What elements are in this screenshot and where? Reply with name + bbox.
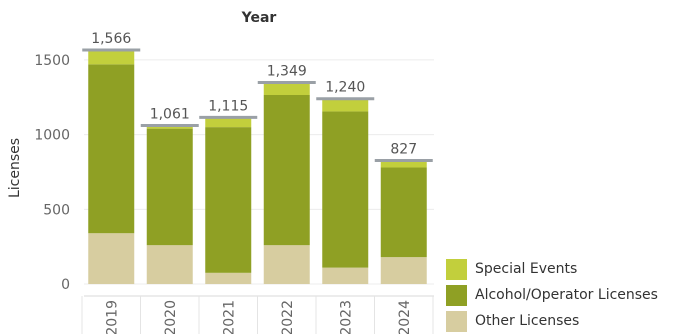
axes: 0 500 1000 1500 2019 2020 2021 2022 2023 2024 [34, 53, 434, 334]
y-tick-label-500: 500 [43, 202, 70, 218]
total-label-2022: 1,349 [267, 63, 307, 79]
total-label-2020: 1,061 [150, 106, 190, 122]
legend-label-other-licenses: Other Licenses [475, 313, 580, 329]
bar-segment-2024-other-licenses [380, 257, 427, 285]
bar-segment-2020-alcohol-operator-licenses [146, 128, 193, 246]
bar-segment-2020-other-licenses [146, 245, 193, 285]
legend-item-special-events[interactable]: Special Events [446, 256, 671, 282]
bar-segment-2019-alcohol-operator-licenses [88, 64, 135, 234]
x-tick-label-2021: 2021 [221, 300, 237, 334]
legend-label-alcohol-operator-licenses: Alcohol/Operator Licenses [475, 287, 658, 303]
x-tick-label-2020: 2020 [163, 300, 179, 334]
legend-swatch-other-licenses [446, 310, 467, 332]
legend-item-other-licenses[interactable]: Other Licenses [446, 308, 671, 334]
bar-segment-2023-special-events [322, 98, 369, 112]
bar-segment-2024-alcohol-operator-licenses [380, 167, 427, 258]
bar-segment-2024-special-events [380, 160, 427, 168]
bar-segment-2022-special-events [263, 82, 310, 96]
bar-segment-2023-other-licenses [322, 267, 369, 285]
y-axis-label: Licenses [7, 138, 23, 198]
legend: Special Events Alcohol/Operator Licenses… [446, 256, 671, 334]
total-markers: 1,566 1,061 1,115 1,349 1,240 827 [82, 31, 433, 162]
bar-segment-2023-alcohol-operator-licenses [322, 111, 369, 268]
legend-label-special-events: Special Events [475, 261, 578, 277]
bar-segment-2021-alcohol-operator-licenses [205, 127, 252, 273]
x-tick-label-2022: 2022 [280, 300, 296, 334]
y-tick-label-1500: 1500 [34, 53, 70, 69]
bars [88, 50, 427, 285]
bar-segment-2021-special-events [205, 117, 252, 128]
y-tick-label-1000: 1000 [34, 128, 70, 144]
gridlines [84, 59, 434, 285]
bar-segment-2022-alcohol-operator-licenses [263, 95, 310, 246]
legend-item-alcohol-operator-licenses[interactable]: Alcohol/Operator Licenses [446, 282, 671, 308]
bar-segment-2021-other-licenses [205, 272, 252, 285]
chart-title: Year [241, 10, 277, 26]
legend-swatch-special-events [446, 258, 467, 280]
x-tick-label-2024: 2024 [397, 300, 413, 334]
total-label-2023: 1,240 [325, 80, 365, 96]
bar-segment-2019-special-events [88, 50, 135, 65]
legend-swatch-alcohol-operator-licenses [446, 284, 467, 306]
y-tick-label-0: 0 [61, 277, 70, 293]
bar-segment-2022-other-licenses [263, 245, 310, 285]
bar-segment-2020-special-events [146, 125, 193, 129]
bar-segment-2019-other-licenses [88, 233, 135, 285]
x-tick-label-2023: 2023 [338, 300, 354, 334]
x-tick-label-2019: 2019 [104, 300, 120, 334]
total-label-2024: 827 [390, 141, 417, 157]
total-label-2019: 1,566 [91, 31, 131, 47]
total-label-2021: 1,115 [208, 98, 248, 114]
